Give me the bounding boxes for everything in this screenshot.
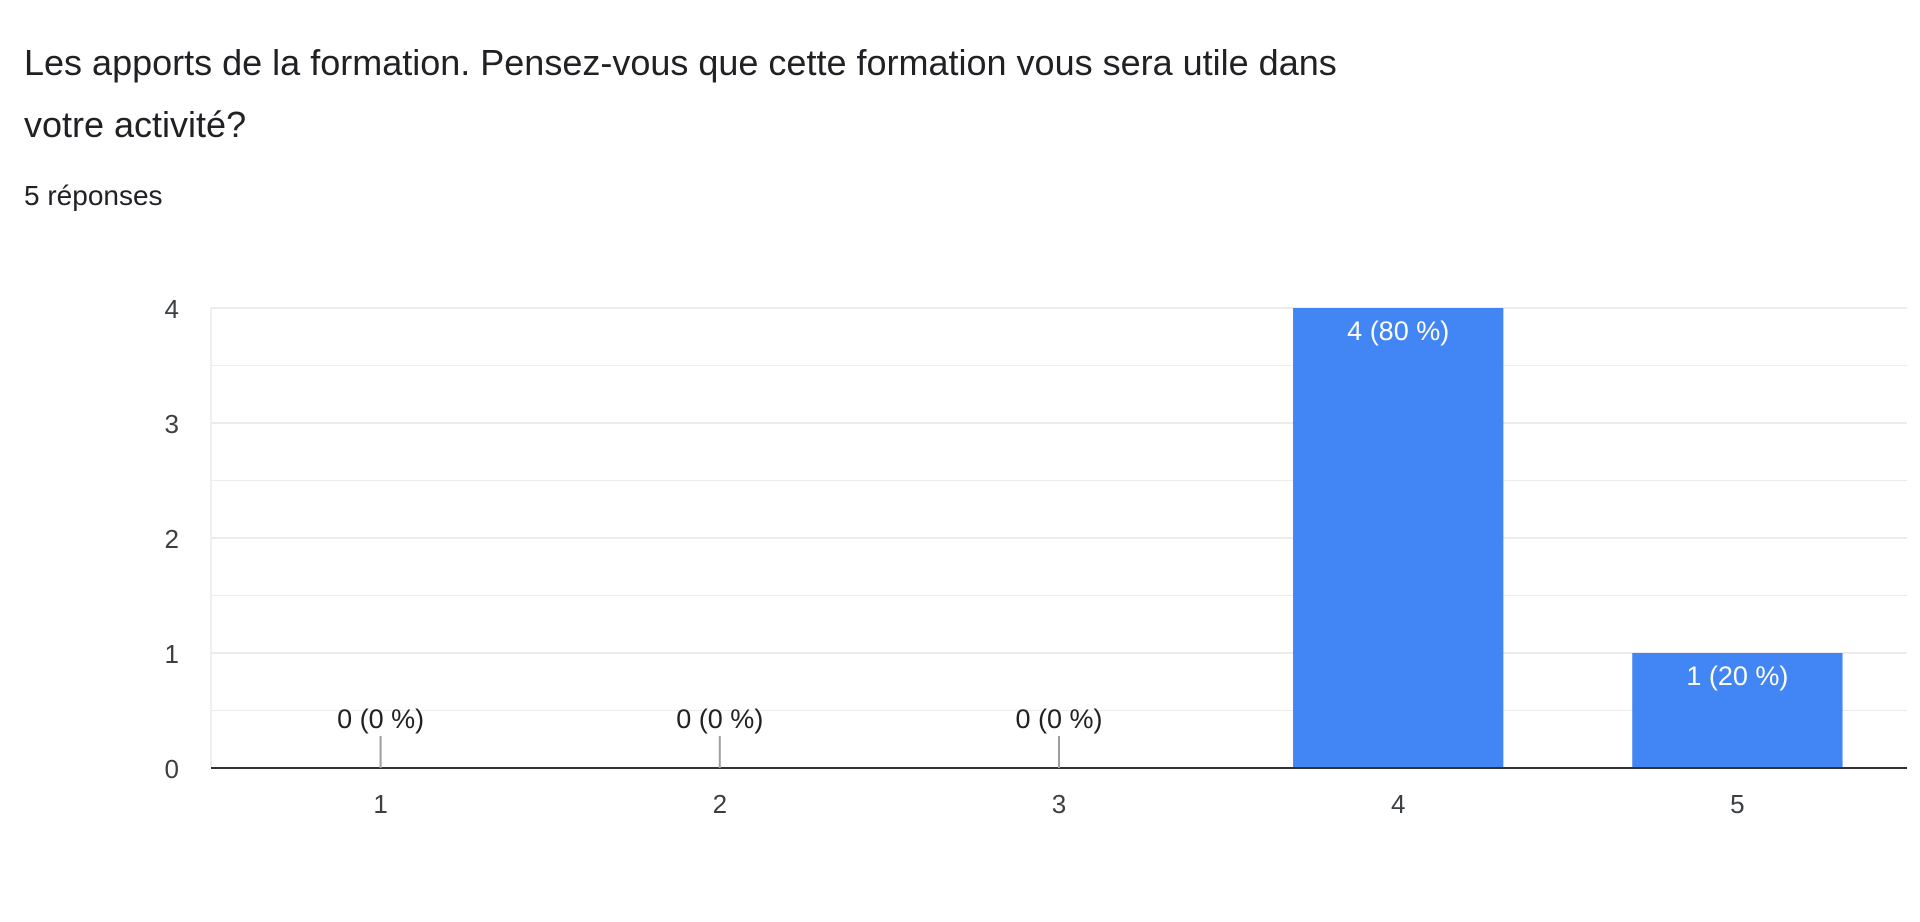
x-tick-label: 5 [1730, 789, 1744, 819]
question-title: Les apports de la formation. Pensez-vous… [24, 42, 1337, 145]
bar-data-label: 4 (80 %) [1347, 316, 1449, 346]
y-tick-label: 4 [165, 294, 179, 324]
bar [1293, 308, 1504, 768]
x-tick-label: 4 [1391, 789, 1405, 819]
bar-data-label: 1 (20 %) [1686, 661, 1788, 691]
gridlines [210, 307, 1907, 768]
bar-data-label: 0 (0 %) [337, 704, 424, 734]
x-tick-label: 2 [713, 789, 727, 819]
bar [1632, 653, 1843, 768]
x-tick-label: 1 [373, 789, 387, 819]
y-tick-label: 0 [165, 754, 179, 784]
data-labels: 0 (0 %) 0 (0 %) 0 (0 %) 4 (80 %) 1 (20 %) [337, 316, 1788, 768]
bar-data-label: 0 (0 %) [1015, 704, 1102, 734]
y-tick-label: 3 [165, 409, 179, 439]
y-tick-label: 1 [165, 639, 179, 669]
bars [1293, 308, 1843, 768]
bar-data-label: 0 (0 %) [676, 704, 763, 734]
x-tick-label: 3 [1052, 789, 1066, 819]
response-count: 5 réponses [24, 180, 163, 211]
y-tick-label: 2 [165, 524, 179, 554]
